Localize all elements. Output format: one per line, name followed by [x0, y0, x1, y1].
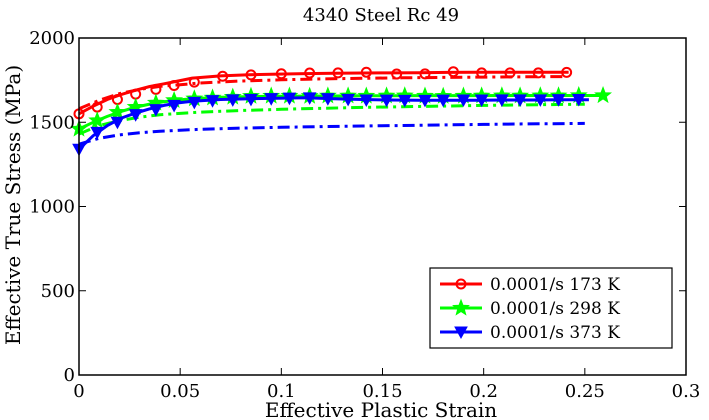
- y-tick-label: 500: [41, 281, 75, 302]
- data-point: [225, 94, 240, 107]
- data-point: [561, 66, 573, 78]
- data-point: [504, 67, 516, 79]
- data-point: [360, 66, 372, 78]
- data-point: [205, 95, 220, 108]
- data-point: [90, 126, 105, 140]
- data-point: [532, 67, 544, 79]
- legend-entry-label: 0.0001/s 173 K: [490, 275, 620, 295]
- y-tick-label: 0: [64, 365, 75, 386]
- x-tick-label: 0.15: [362, 381, 402, 402]
- data-point: [245, 69, 257, 81]
- data-point: [149, 104, 163, 117]
- data-point: [436, 94, 451, 108]
- axis-ticks: 0 0.05 0.1 0.15 0.2 0.25 0.3 0 500 1000 1500 2000: [29, 28, 700, 402]
- data-point: [302, 92, 317, 105]
- data-point: [88, 111, 107, 129]
- data-point: [168, 80, 180, 92]
- data-point: [275, 68, 287, 80]
- data-point: [167, 99, 181, 113]
- data-point: [128, 109, 143, 122]
- legend-entry-label: 0.0001/s 373 K: [490, 323, 620, 343]
- data-point: [359, 94, 374, 108]
- legend-marker: [454, 326, 468, 340]
- legend-entry-label: 0.0001/s 298 K: [490, 299, 620, 319]
- data-point: [379, 94, 394, 108]
- fit-line-dashed: [78, 102, 585, 136]
- data-point: [264, 93, 279, 106]
- data-point: [108, 102, 127, 120]
- legend-marker: [452, 298, 470, 316]
- y-tick-label: 1500: [29, 112, 75, 133]
- x-axis-label: Effective Plastic Strain: [265, 398, 497, 420]
- x-tick-label: 0: [73, 381, 84, 402]
- x-tick-label: 0.3: [672, 381, 701, 402]
- x-tick-label: 0.25: [565, 381, 605, 402]
- data-point: [341, 93, 355, 107]
- plot-area: [70, 66, 612, 157]
- data-point: [244, 93, 258, 107]
- x-tick-label: 0.1: [267, 381, 296, 402]
- data-point: [456, 94, 471, 108]
- y-tick-label: 2000: [29, 28, 75, 49]
- data-point: [282, 92, 297, 106]
- data-point: [419, 68, 431, 80]
- data-point: [391, 68, 403, 80]
- x-tick-label: 0.05: [160, 381, 200, 402]
- data-point: [217, 70, 229, 82]
- legend: 0.0001/s 173 K 0.0001/s 298 K 0.0001/s 373…: [429, 267, 673, 349]
- data-point: [474, 94, 489, 108]
- fit-line-dashed: [78, 121, 585, 146]
- data-point: [110, 116, 125, 130]
- data-point: [551, 94, 566, 107]
- chart-title: 4340 Steel Rc 49: [303, 5, 459, 26]
- data-point: [332, 67, 344, 79]
- data-point: [571, 94, 586, 107]
- data-point: [397, 94, 412, 108]
- data-point: [418, 94, 432, 108]
- data-point: [533, 94, 548, 107]
- data-point: [447, 66, 459, 78]
- data-point: [321, 93, 335, 106]
- y-tick-label: 1000: [29, 197, 75, 218]
- data-point: [304, 67, 316, 79]
- data-point: [594, 86, 612, 104]
- data-point: [513, 94, 527, 107]
- data-point: [188, 76, 200, 88]
- y-axis-label: Effective True Stress (MPa): [1, 65, 25, 345]
- legend-marker: [455, 278, 467, 290]
- x-tick-label: 0.2: [469, 381, 498, 402]
- data-point: [495, 94, 509, 107]
- data-point: [187, 96, 202, 110]
- data-point: [476, 67, 488, 79]
